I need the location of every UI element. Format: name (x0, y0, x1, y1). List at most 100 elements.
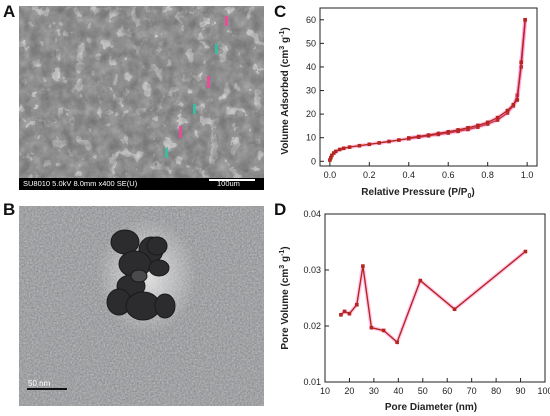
isotherm-data-point (523, 17, 527, 22)
isotherm-data-point (495, 115, 500, 120)
isotherm-y-axis-title: Volume Adsorbed (cm3 g-1) (279, 27, 291, 154)
isotherm-data-point (495, 118, 500, 122)
isotherm-series (328, 17, 528, 162)
isotherm-data-point (357, 143, 362, 148)
isotherm-x-tick-label: 0.8 (481, 170, 494, 180)
pore-size-x-tick-label: 30 (369, 386, 379, 396)
isotherm-series-line (329, 19, 526, 161)
sem-scale-label: 100um (217, 179, 240, 188)
isotherm-axes: 0.0 0.2 0.4 0.6 0.8 1.0 0 10 20 30 40 50 60 (306, 7, 538, 180)
pore-size-data-point (418, 278, 423, 283)
pore-size-data-point (339, 313, 343, 317)
isotherm-data-point (519, 60, 524, 65)
pore-size-y-tick-label: 0.02 (303, 321, 321, 331)
pore-size-y-tick-label: 0.04 (303, 209, 321, 219)
isotherm-data-point (377, 141, 381, 145)
tem-scale-label: 50 nm (28, 379, 51, 388)
isotherm-data-point (328, 158, 332, 162)
pore-size-data-point (381, 328, 386, 333)
pore-size-data-point (395, 340, 399, 345)
isotherm-data-point (397, 138, 401, 142)
sem-scale-bar (209, 179, 255, 181)
isotherm-y-tick-label: 50 (306, 38, 316, 48)
isotherm-data-point (446, 130, 451, 134)
isotherm-y-tick-label: 0 (311, 156, 316, 166)
isotherm-x-tick-label: 1.0 (521, 170, 534, 180)
pore-size-x-tick-label: 50 (418, 386, 428, 396)
isotherm-x-axis-title: Relative Pressure (P/P0) (361, 187, 474, 200)
pore-size-data-point (347, 311, 352, 316)
isotherm-data-point (456, 128, 460, 132)
pore-size-plot-frame (324, 213, 546, 383)
isotherm-x-tick-label: 0.0 (324, 170, 337, 180)
pore-size-data-point (361, 264, 365, 268)
isotherm-data-point (426, 133, 431, 137)
isotherm-data-point (416, 134, 421, 139)
isotherm-data-point (436, 131, 441, 136)
pore-size-data-point (342, 309, 347, 314)
isotherm-series-line (408, 19, 526, 139)
tem-scale-bar (27, 388, 67, 390)
isotherm-data-point (515, 98, 520, 102)
isotherm-plot-frame (319, 7, 538, 167)
isotherm-y-tick-label: 40 (306, 62, 316, 72)
pore-size-series (339, 249, 528, 346)
pore-size-x-axis-title: Pore Diameter (nm) (385, 402, 477, 413)
isotherm-data-point (406, 136, 411, 140)
isotherm-data-point (329, 155, 333, 160)
pore-size-x-tick-label: 40 (393, 386, 403, 396)
panel-a-letter: A (3, 2, 16, 21)
pore-size-x-tick-label: 70 (467, 386, 477, 396)
pore-size-data-point (452, 307, 457, 311)
isotherm-data-point (476, 123, 480, 128)
sem-texture (19, 6, 264, 178)
isotherm-data-point (333, 149, 338, 154)
pore-size-y-tick-label: 0.01 (303, 377, 321, 387)
sem-micrograph: SU8010 5.0kV 8.0mm x400 SE(U) 100um (19, 6, 264, 190)
isotherm-x-tick-label: 0.6 (442, 170, 455, 180)
isotherm-data-point (332, 151, 336, 155)
isotherm-x-tick-label: 0.4 (403, 170, 416, 180)
isotherm-data-point (341, 146, 346, 151)
pore-size-axes: 10 20 30 40 50 60 70 80 90 100 0.01 0.02 0.03 0.04 (303, 209, 550, 396)
tem-micrograph: 50 nm (19, 206, 264, 406)
isotherm-x-tick-label: 0.2 (363, 170, 376, 180)
pore-size-data-point (354, 302, 359, 307)
pore-size-x-tick-label: 80 (491, 386, 501, 396)
tem-particle-cluster (106, 229, 176, 321)
isotherm-data-point (387, 139, 391, 144)
sem-info-bar: SU8010 5.0kV 8.0mm x400 SE(U) 100um (19, 178, 264, 190)
panel-c-letter: C (274, 2, 287, 21)
sem-instrument-info: SU8010 5.0kV 8.0mm x400 SE(U) (23, 179, 138, 188)
panel-b-letter: B (3, 200, 16, 219)
isotherm-data-point (485, 120, 490, 125)
isotherm-data-point (330, 153, 334, 158)
isotherm-series-halo (328, 19, 528, 161)
isotherm-y-tick-label: 20 (306, 109, 316, 119)
isotherm-series-halo (408, 19, 528, 140)
isotherm-data-point (337, 147, 342, 152)
isotherm-data-point (505, 111, 510, 115)
pore-size-x-tick-label: 20 (344, 386, 354, 396)
pore-size-chart: 10 20 30 40 50 60 70 80 90 100 0.01 0.02 0.03 0.04 Po… (279, 209, 550, 413)
pore-size-x-tick-label: 10 (320, 386, 330, 396)
pore-size-y-axis-title: Pore Volume (cm3 g-1) (279, 246, 291, 349)
pore-size-y-tick-label: 0.03 (303, 265, 321, 275)
isotherm-y-tick-label: 60 (306, 15, 316, 25)
isotherm-y-tick-label: 30 (306, 86, 316, 96)
isotherm-y-tick-label: 10 (306, 133, 316, 143)
isotherm-data-point (347, 145, 352, 149)
isotherm-data-point (466, 125, 470, 130)
pore-size-data-point (523, 249, 528, 254)
isotherm-data-point (505, 108, 510, 113)
isotherm-data-point (367, 142, 372, 147)
isotherm-data-point (511, 102, 516, 107)
tem-texture (19, 206, 264, 406)
pore-size-x-tick-label: 60 (442, 386, 452, 396)
pore-size-x-tick-label: 100 (537, 386, 550, 396)
isotherm-chart: 0.0 0.2 0.4 0.6 0.8 1.0 0 10 20 30 40 50 60 Relative… (279, 7, 538, 200)
sem-color-streaks (165, 16, 228, 158)
pore-size-series-halo (339, 249, 527, 346)
panel-d-letter: D (274, 200, 287, 219)
pore-size-x-tick-label: 90 (516, 386, 526, 396)
